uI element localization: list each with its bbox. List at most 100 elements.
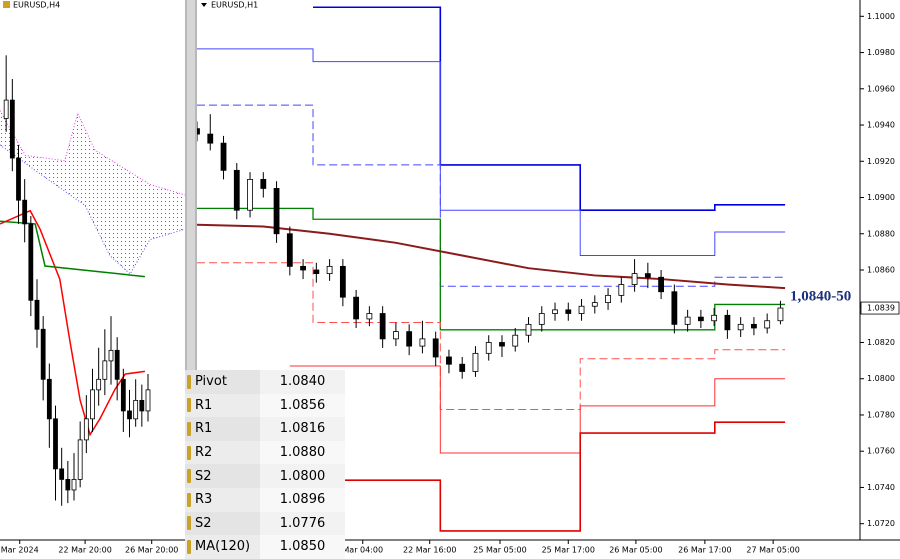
candle-body <box>339 265 346 298</box>
level-name-cell: Pivot <box>185 370 260 394</box>
candle-body <box>127 410 132 420</box>
table-row: Pivot 1.0840 <box>185 370 345 394</box>
last-price-box <box>860 301 900 315</box>
x-tick-label: 22 Mar 16:00 <box>403 546 456 555</box>
candle-body <box>207 133 214 144</box>
candle-body <box>419 338 426 347</box>
candle-body <box>485 342 492 354</box>
y-tick-label: 1.0980 <box>867 48 895 57</box>
level-line <box>197 207 786 331</box>
level-name-cell: S2 <box>185 511 260 536</box>
candle-body <box>53 418 58 470</box>
candle-body <box>114 349 120 380</box>
candle-body <box>697 316 704 322</box>
y-tick-label: 1.0760 <box>867 447 895 456</box>
level-value: 1.0896 <box>260 487 345 512</box>
chart-title: EURUSD,H1 <box>211 1 258 10</box>
candle-body <box>286 233 293 267</box>
candle-body <box>233 169 240 211</box>
y-tick-label: 1.0960 <box>867 84 895 93</box>
level-icon <box>187 539 191 554</box>
level-name: Pivot <box>195 374 227 390</box>
level-annotation: 1,0840-50 <box>790 288 851 304</box>
candle-body <box>618 284 625 296</box>
table-row: R1 1.0816 <box>185 417 345 441</box>
table-row: MA(120) 1.0850 <box>185 535 345 559</box>
table-row: R2 1.0880 <box>185 440 345 465</box>
level-name-cell: R2 <box>185 440 260 465</box>
y-tick-label: 1.0940 <box>867 121 895 130</box>
candle-body <box>90 389 95 420</box>
candle-body <box>751 323 757 329</box>
level-value: 1.0856 <box>260 393 345 418</box>
level-value: 1.0776 <box>260 511 345 536</box>
candle-body <box>197 128 200 135</box>
candle-body <box>392 331 399 340</box>
candle-body <box>724 314 731 331</box>
y-tick-label: 1.0920 <box>867 157 895 166</box>
candle-body <box>83 418 89 441</box>
h1-plot <box>197 6 786 532</box>
axes: Mar 2024 22 Mar 20:00 26 Mar 20:00 Mar 04:0… <box>1 12 900 555</box>
candle-body <box>22 199 28 225</box>
candle-body <box>220 142 227 171</box>
level-name: S2 <box>195 468 212 484</box>
candle-body <box>446 356 452 365</box>
level-name: MA(120) <box>195 539 251 555</box>
level-line <box>313 6 786 212</box>
y-tick-label: 1.0900 <box>867 193 895 202</box>
candle-body <box>247 178 253 211</box>
level-line <box>0 209 146 437</box>
ichimoku-cloud <box>0 110 185 274</box>
level-line <box>0 220 145 278</box>
candle-body <box>34 299 40 330</box>
candle-body <box>59 468 65 480</box>
level-value: 1.0816 <box>260 417 345 441</box>
candle-body <box>313 269 320 275</box>
candle-body <box>711 314 718 322</box>
candle-body <box>379 313 386 340</box>
candle-body <box>133 399 139 420</box>
candle-body <box>300 265 306 271</box>
candle-body <box>46 378 52 420</box>
level-name-cell: MA(120) <box>185 535 260 559</box>
candle-body <box>605 294 611 304</box>
candle-body <box>658 276 664 293</box>
candle-body <box>578 305 585 314</box>
candle-body <box>139 399 145 412</box>
candle-body <box>366 313 373 320</box>
candle-body <box>565 309 572 314</box>
candle-body <box>644 273 651 278</box>
level-name: R1 <box>195 397 213 413</box>
x-tick-label: 25 Mar 05:00 <box>473 546 526 555</box>
candle-body <box>406 331 413 347</box>
y-tick-label: 1.0880 <box>867 229 895 238</box>
candle-body <box>273 188 280 235</box>
level-name: S2 <box>195 515 212 531</box>
level-line <box>197 223 786 290</box>
level-name: R2 <box>195 445 213 461</box>
candle-body <box>40 328 46 380</box>
y-tick-label: 1.0860 <box>867 266 895 275</box>
candle-body <box>512 334 519 347</box>
level-icon <box>187 469 191 484</box>
candle-body <box>472 352 479 372</box>
level-value: 1.0850 <box>260 535 345 559</box>
level-icon <box>187 398 191 413</box>
candle-body <box>538 313 545 325</box>
level-icon <box>187 421 191 436</box>
candle-body <box>102 360 108 380</box>
level-name-cell: S2 <box>185 464 260 488</box>
level-name: R1 <box>195 421 213 437</box>
y-tick-label: 1.0800 <box>867 374 895 383</box>
pivot-table: Pivot 1.0840 R1 1.0856 R1 1.0816 R2 1.0880 S2 1.0… <box>185 370 345 559</box>
y-tick-label: 1.0740 <box>867 483 895 492</box>
level-icon <box>187 516 191 531</box>
candle-body <box>591 302 598 307</box>
level-line <box>289 365 786 454</box>
level-line <box>289 421 786 532</box>
chart-menu-arrow[interactable] <box>201 3 207 7</box>
candle-body <box>16 157 21 201</box>
level-value: 1.0800 <box>260 464 345 488</box>
